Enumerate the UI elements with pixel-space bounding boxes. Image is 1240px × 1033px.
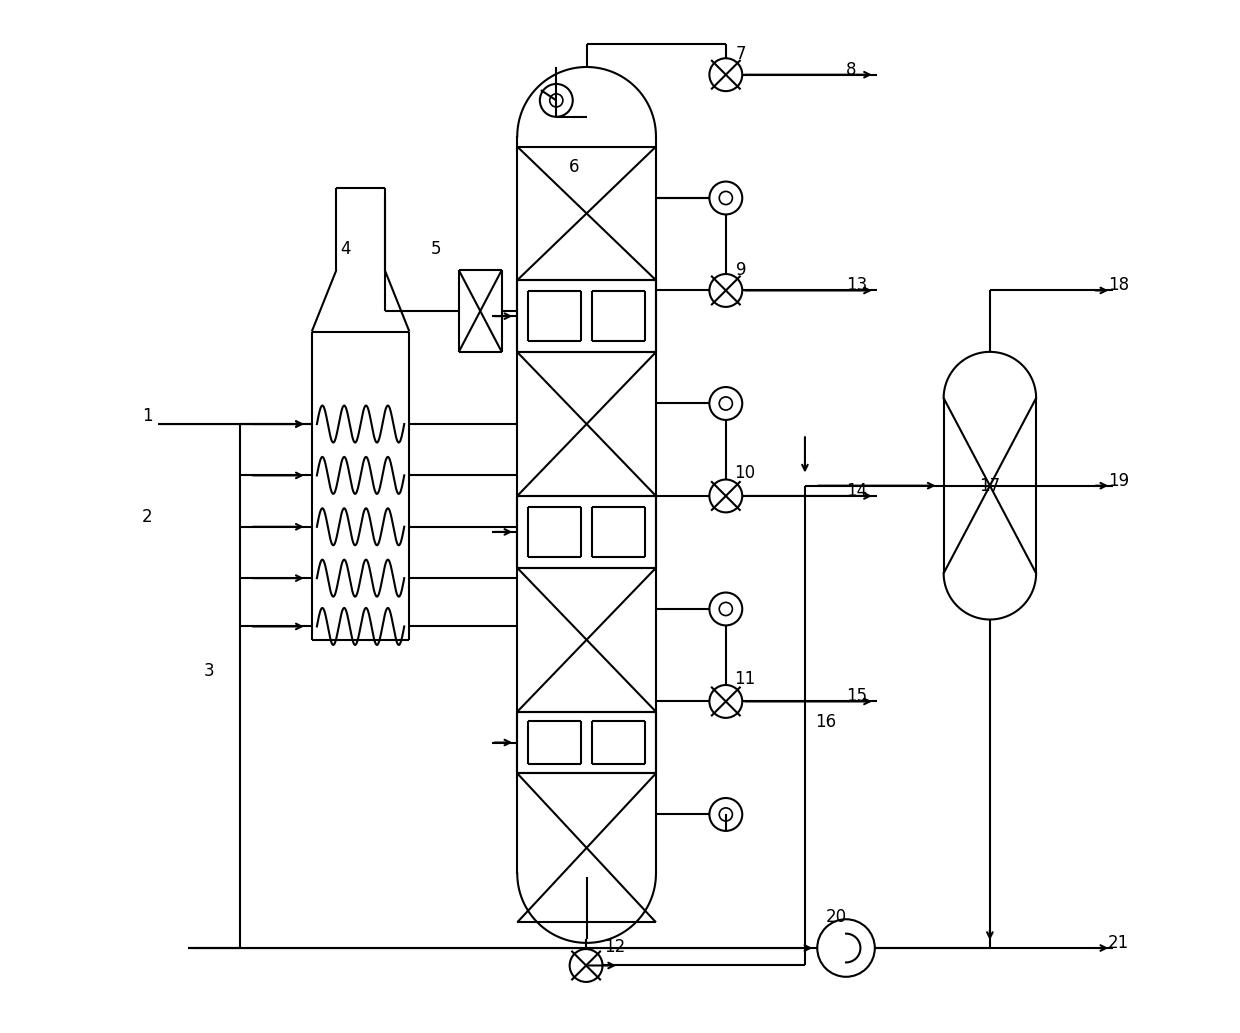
Text: 21: 21 <box>1109 934 1130 951</box>
Text: 19: 19 <box>1109 471 1130 490</box>
Text: 10: 10 <box>734 465 755 482</box>
Text: 16: 16 <box>815 713 836 731</box>
Text: 8: 8 <box>846 61 857 79</box>
Text: 12: 12 <box>605 938 626 956</box>
Text: 17: 17 <box>980 476 1001 495</box>
Text: 2: 2 <box>143 507 153 526</box>
Text: 3: 3 <box>203 661 215 680</box>
Text: 20: 20 <box>826 908 847 927</box>
Text: 6: 6 <box>569 158 579 177</box>
Text: 4: 4 <box>341 241 351 258</box>
Text: 7: 7 <box>737 45 746 63</box>
Text: 13: 13 <box>846 276 867 294</box>
Text: 1: 1 <box>143 407 153 425</box>
Text: 9: 9 <box>737 261 746 279</box>
Text: 15: 15 <box>846 687 867 706</box>
Text: 18: 18 <box>1109 276 1130 294</box>
Text: 14: 14 <box>846 481 867 500</box>
Text: 11: 11 <box>734 669 755 688</box>
Text: 5: 5 <box>432 241 441 258</box>
